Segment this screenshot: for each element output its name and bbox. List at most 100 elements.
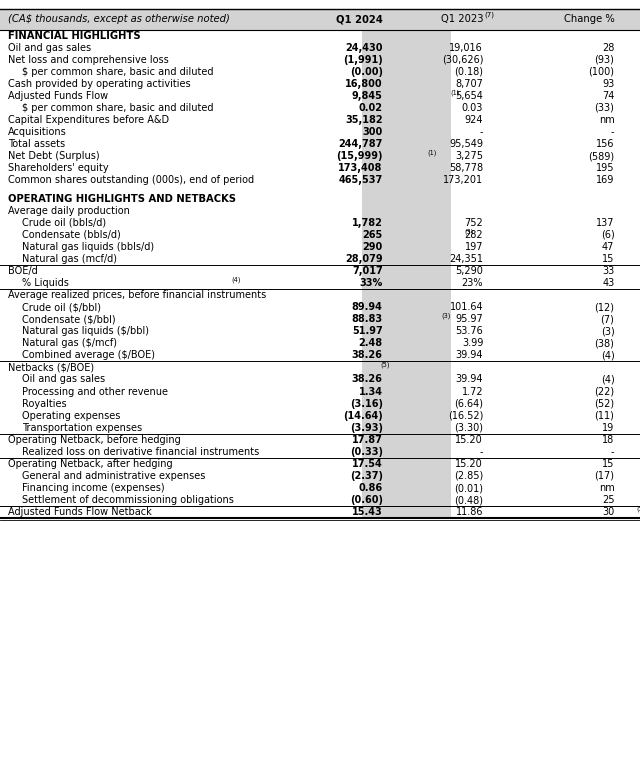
Bar [362, 265, 451, 277]
Text: $ per common share, basic and diluted: $ per common share, basic and diluted [22, 103, 213, 113]
Bar [362, 150, 451, 162]
Text: 0.03: 0.03 [462, 103, 483, 113]
Bar [362, 54, 451, 66]
Bar [362, 313, 451, 325]
Text: (2.85): (2.85) [454, 471, 483, 481]
Bar [362, 446, 451, 457]
Text: 15.20: 15.20 [456, 459, 483, 469]
Text: Acquisitions: Acquisitions [8, 127, 67, 137]
Text: FINANCIAL HIGHLIGHTS: FINANCIAL HIGHLIGHTS [8, 30, 140, 40]
Text: (4): (4) [232, 277, 241, 283]
Bar [362, 162, 451, 174]
Text: (5): (5) [637, 506, 640, 512]
Text: -: - [480, 447, 483, 457]
Text: 2.48: 2.48 [358, 338, 383, 349]
Bar [362, 277, 451, 289]
Text: 300: 300 [362, 127, 383, 137]
Text: Net Debt (Surplus): Net Debt (Surplus) [8, 151, 99, 161]
Text: (3): (3) [465, 229, 474, 235]
Text: (7): (7) [484, 12, 495, 18]
Text: 290: 290 [362, 242, 383, 252]
Text: Operating expenses: Operating expenses [22, 411, 120, 421]
Text: 15: 15 [602, 459, 614, 469]
Bar [0, 9, 640, 30]
Text: (589): (589) [588, 151, 614, 161]
Bar [362, 253, 451, 265]
Text: (4): (4) [601, 374, 614, 384]
Text: nm: nm [598, 483, 614, 493]
Text: 101.64: 101.64 [449, 302, 483, 312]
Text: 173,201: 173,201 [443, 175, 483, 185]
Text: Oil and gas sales: Oil and gas sales [8, 43, 91, 53]
Text: Crude oil ($/bbl): Crude oil ($/bbl) [22, 302, 100, 312]
Text: (7): (7) [600, 314, 614, 324]
Text: 38.26: 38.26 [352, 374, 383, 384]
Text: 8,707: 8,707 [455, 79, 483, 89]
Text: 28: 28 [602, 43, 614, 53]
Bar [362, 240, 451, 253]
Text: (30,626): (30,626) [442, 54, 483, 65]
Text: 95,549: 95,549 [449, 139, 483, 149]
Text: 58,778: 58,778 [449, 163, 483, 173]
Text: 39.94: 39.94 [456, 374, 483, 384]
Text: Adjusted Funds Flow Netback: Adjusted Funds Flow Netback [8, 507, 152, 517]
Bar [362, 205, 451, 216]
Text: (100): (100) [588, 67, 614, 77]
Text: (4): (4) [601, 350, 614, 360]
Text: (6): (6) [601, 230, 614, 240]
Text: BOE/d: BOE/d [8, 266, 37, 276]
Text: 47: 47 [602, 242, 614, 252]
Text: General and administrative expenses: General and administrative expenses [22, 471, 205, 481]
Text: Q1 2023: Q1 2023 [441, 15, 483, 24]
Text: (5): (5) [380, 361, 390, 367]
Bar [362, 229, 451, 240]
Bar [362, 78, 451, 89]
Text: 0.02: 0.02 [358, 103, 383, 113]
Bar [362, 186, 451, 192]
Text: Q1 2024: Q1 2024 [336, 15, 383, 24]
Bar [362, 102, 451, 114]
Text: Netbacks ($/BOE): Netbacks ($/BOE) [8, 363, 94, 373]
Text: 24,351: 24,351 [449, 254, 483, 264]
Text: 30: 30 [602, 507, 614, 517]
Text: 5,290: 5,290 [455, 266, 483, 276]
Text: (11): (11) [595, 411, 614, 421]
Text: (6.64): (6.64) [454, 398, 483, 408]
Text: (0.01): (0.01) [454, 483, 483, 493]
Text: (3.30): (3.30) [454, 422, 483, 433]
Text: Adjusted Funds Flow: Adjusted Funds Flow [8, 91, 108, 101]
Text: Condensate ($/bbl): Condensate ($/bbl) [22, 314, 115, 324]
Text: (33): (33) [595, 103, 614, 113]
Text: 51.97: 51.97 [352, 326, 383, 336]
Text: (17): (17) [595, 471, 614, 481]
Bar [362, 349, 451, 361]
Text: Combined average ($/BOE): Combined average ($/BOE) [22, 350, 155, 360]
Text: 15.43: 15.43 [352, 507, 383, 517]
Text: 43: 43 [602, 278, 614, 288]
Text: Net loss and comprehensive loss: Net loss and comprehensive loss [8, 54, 168, 65]
Text: 465,537: 465,537 [339, 175, 383, 185]
Text: 752: 752 [465, 218, 483, 228]
Text: 5,654: 5,654 [455, 91, 483, 101]
Text: Realized loss on derivative financial instruments: Realized loss on derivative financial in… [22, 447, 259, 457]
Bar [362, 114, 451, 126]
Text: Processing and other revenue: Processing and other revenue [22, 387, 168, 397]
Text: (3): (3) [441, 313, 451, 319]
Text: Total assets: Total assets [8, 139, 65, 149]
Text: (1): (1) [451, 89, 460, 96]
Text: (0.33): (0.33) [349, 447, 383, 457]
Text: (0.18): (0.18) [454, 67, 483, 77]
Text: 0.86: 0.86 [358, 483, 383, 493]
Text: 265: 265 [362, 230, 383, 240]
Text: 3,275: 3,275 [455, 151, 483, 161]
Text: -: - [611, 447, 614, 457]
Text: (15,999): (15,999) [336, 151, 383, 161]
Text: 17.54: 17.54 [352, 459, 383, 469]
Text: Shareholders' equity: Shareholders' equity [8, 163, 108, 173]
Bar [362, 174, 451, 186]
Text: 924: 924 [465, 115, 483, 125]
Text: 95.97: 95.97 [456, 314, 483, 324]
Text: 53.76: 53.76 [456, 326, 483, 336]
Bar [362, 409, 451, 422]
Text: Cash provided by operating activities: Cash provided by operating activities [8, 79, 190, 89]
